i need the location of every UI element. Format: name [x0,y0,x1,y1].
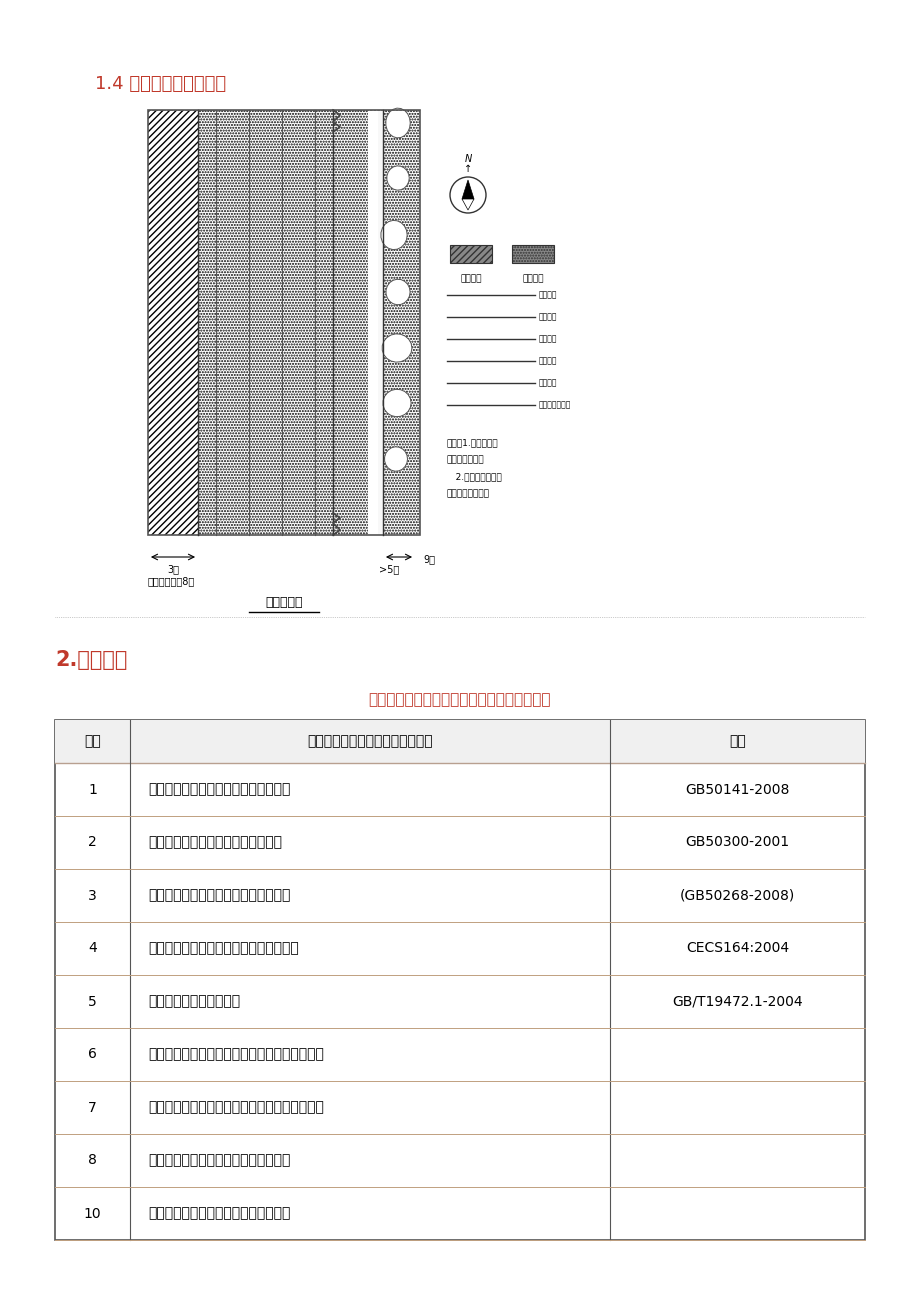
Text: 规范、规程、标准、图集，法规等: 规范、规程、标准、图集，法规等 [307,734,432,749]
Text: GB50141-2008: GB50141-2008 [685,783,789,797]
Bar [382,109,420,535]
Bar [368,109,378,535]
Text: N: N [464,154,471,164]
Polygon shape [380,220,407,250]
Text: 管坑边线: 管坑边线 [539,357,557,366]
Text: 本规范图: 本规范图 [522,275,543,284]
Text: 围内禁止堆载。: 围内禁止堆载。 [447,454,484,464]
Bar [449,245,492,263]
Text: 平面布置图: 平面布置图 [265,596,302,609]
Text: 基坑中线: 基坑中线 [539,335,557,344]
Text: 主要规范、规程、有关标准、图集，有关法规: 主要规范、规程、有关标准、图集，有关法规 [369,691,550,707]
Text: 2: 2 [88,836,96,849]
Text: 2.便道设置在道路: 2.便道设置在道路 [447,473,501,480]
Text: 《埋地聚乙烯排水管管道工程技术规程》: 《埋地聚乙烯排水管管道工程技术规程》 [148,941,299,956]
Text: 9米: 9米 [423,553,435,564]
Text: GB50300-2001: GB50300-2001 [685,836,789,849]
Text: (GB50268-2008): (GB50268-2008) [679,888,794,902]
Text: 4: 4 [88,941,96,956]
Polygon shape [386,279,410,305]
Text: 《建筑工程施工质量验收统一标准》: 《建筑工程施工质量验收统一标准》 [148,836,282,849]
Text: 2.编制依据: 2.编制依据 [55,650,127,671]
Text: 1.4 施工现场平面布置图: 1.4 施工现场平面布置图 [95,76,226,92]
Text: GB/T19472.1-2004: GB/T19472.1-2004 [672,995,802,1009]
Polygon shape [461,180,473,199]
Polygon shape [387,165,409,190]
Text: 《给水排水管道工程施工及验收规范》: 《给水排水管道工程施工及验收规范》 [148,888,290,902]
Text: 《聚乙烯双臂波纹管材》: 《聚乙烯双臂波纹管材》 [148,995,240,1009]
Text: >5米: >5米 [379,564,399,574]
Text: 《太行大街城市快速路系统工程图纸》: 《太行大街城市快速路系统工程图纸》 [148,1207,290,1220]
Polygon shape [385,108,410,138]
Text: 编号: 编号 [729,734,745,749]
Polygon shape [461,199,473,210]
Text: 上口平均宽度8米: 上口平均宽度8米 [148,575,195,586]
Text: 《太行大街一标段岩土工程勘察报告》: 《太行大街一标段岩土工程勘察报告》 [148,1154,290,1168]
Text: 东侧，西侧堆土。: 东侧，西侧堆土。 [447,490,490,497]
Text: 《给排水工程构筑物施工及验收规范》: 《给排水工程构筑物施工及验收规范》 [148,783,290,797]
Bar [55,720,864,1240]
Text: 3米: 3米 [167,564,179,574]
Text: 便道边界: 便道边界 [539,379,557,388]
Polygon shape [384,447,407,471]
Bar [512,245,553,263]
Text: 《太行大街城市快速路系统排水工程专项方案》: 《太行大街城市快速路系统排水工程专项方案》 [148,1100,323,1115]
Text: 7: 7 [88,1100,96,1115]
Text: 备注：1.基坑三米范: 备注：1.基坑三米范 [447,437,498,447]
Text: 6: 6 [88,1048,96,1061]
Text: 便道堆土范围线: 便道堆土范围线 [539,401,571,410]
Text: 序号: 序号 [84,734,101,749]
Text: 3: 3 [88,888,96,902]
Bar [148,109,420,535]
Text: 现上范围: 现上范围 [539,290,557,299]
Text: 8: 8 [88,1154,96,1168]
Text: 10: 10 [84,1207,101,1220]
Polygon shape [381,333,412,362]
Bar [333,109,368,535]
Text: 5: 5 [88,995,96,1009]
Text: 《太行大街城市快速路系统工程施工组织设计》: 《太行大街城市快速路系统工程施工组织设计》 [148,1048,323,1061]
Text: 道路中线: 道路中线 [539,312,557,322]
Text: ↑: ↑ [463,164,471,174]
Text: CECS164:2004: CECS164:2004 [686,941,789,956]
Text: 施工便道: 施工便道 [460,275,482,284]
Polygon shape [382,389,411,417]
Bar [148,109,198,535]
Text: 1: 1 [88,783,96,797]
Bar [55,720,864,763]
Bar [198,109,333,535]
Bar [148,109,420,535]
